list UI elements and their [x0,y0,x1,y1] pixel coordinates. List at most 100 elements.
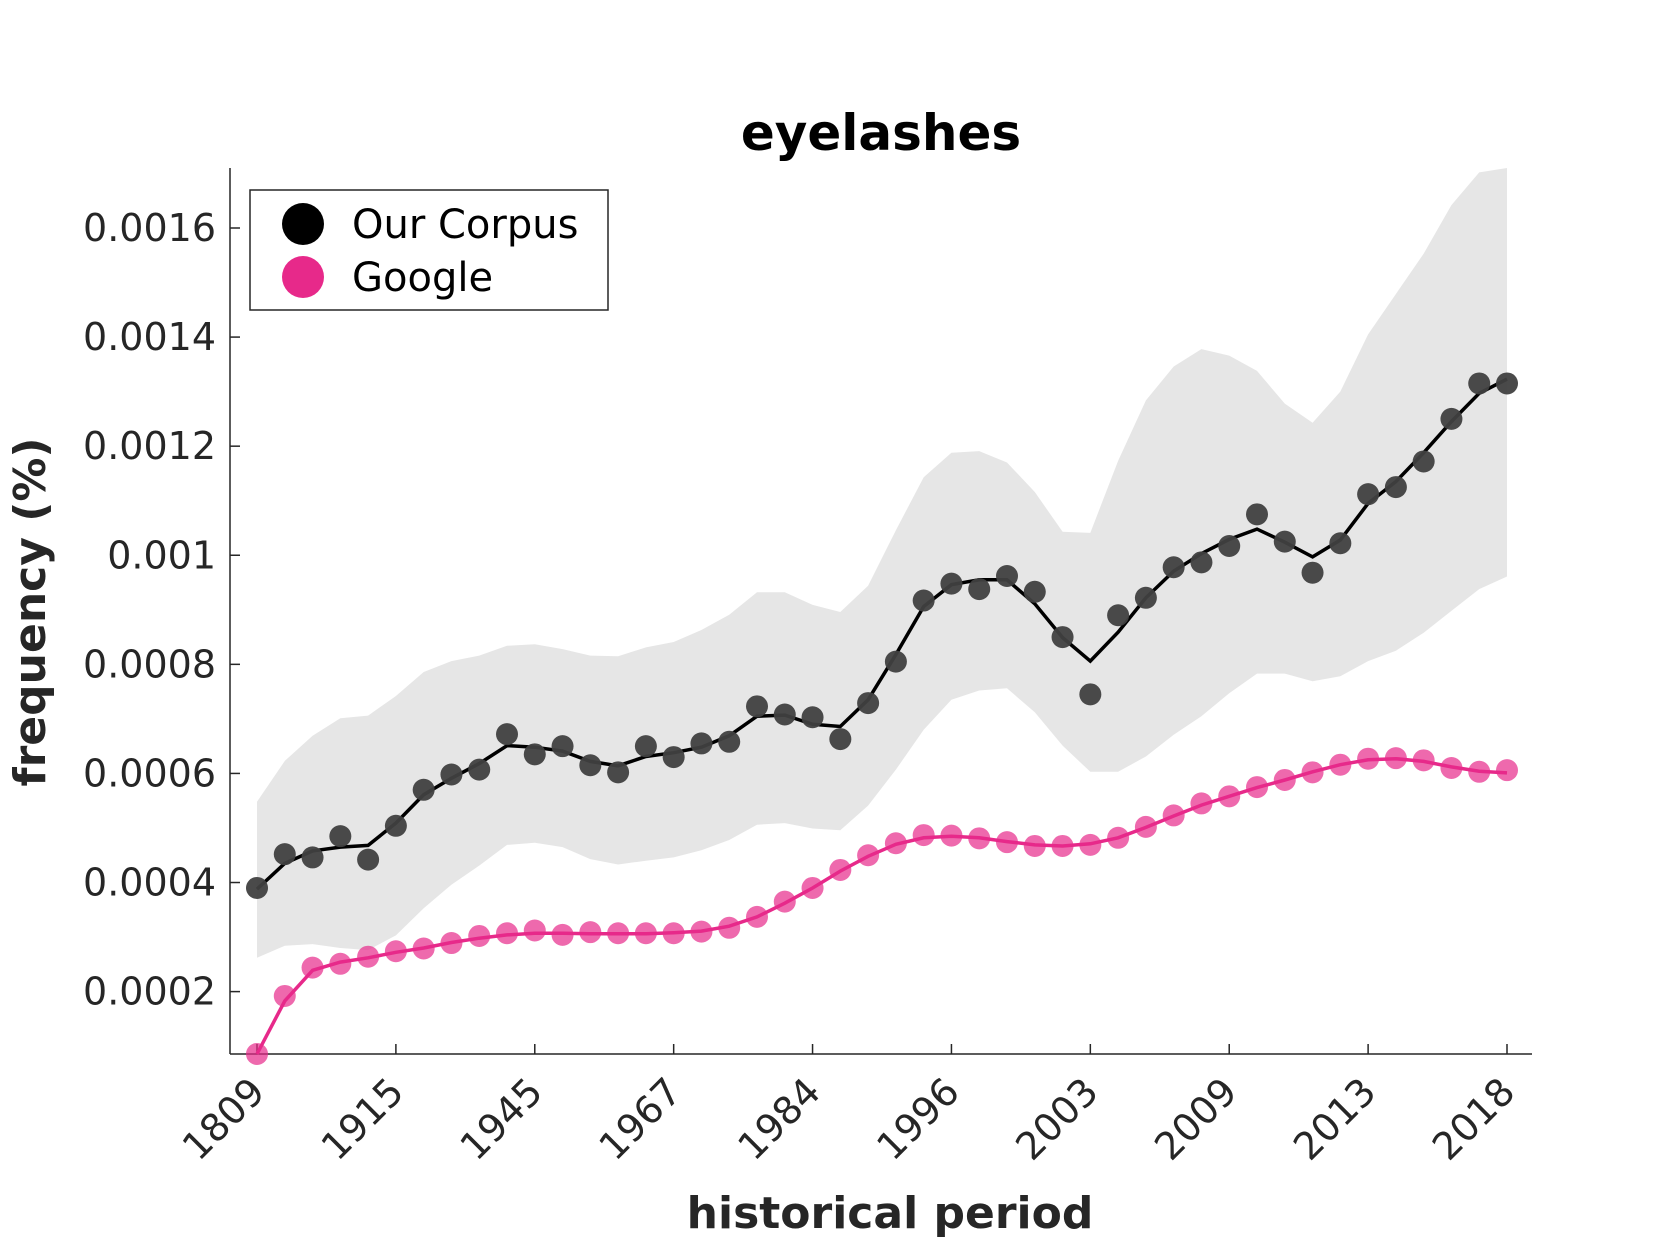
data-point-our-corpus [496,723,518,746]
data-point-google [273,984,296,1007]
data-point-our-corpus [857,692,880,715]
data-point-our-corpus [690,732,713,755]
data-point-google [329,952,352,975]
data-point-google [1051,834,1074,857]
data-point-our-corpus [1162,556,1185,579]
data-point-google [1190,792,1213,815]
data-point-google [551,923,574,946]
data-point-google [357,945,380,968]
data-point-our-corpus [829,728,852,751]
data-point-our-corpus [1468,372,1491,395]
data-point-our-corpus [273,843,296,866]
data-point-our-corpus [468,758,491,781]
data-point-google [1023,834,1046,857]
data-point-google [996,831,1018,854]
data-point-google [690,920,713,943]
data-point-our-corpus [1412,450,1435,473]
y-tick-label: 0.0004 [83,861,216,905]
data-point-our-corpus [1301,561,1324,584]
series-line-google [255,756,1508,1055]
data-point-our-corpus [1134,586,1157,609]
data-point-our-corpus [662,746,685,769]
y-tick-label: 0.0012 [83,424,216,468]
y-tick-label: 0.0016 [83,206,216,250]
data-point-google [412,937,435,960]
data-point-google [1134,815,1157,838]
legend-label-our-corpus: Our Corpus [352,202,578,248]
data-point-our-corpus [1273,530,1296,553]
data-point-our-corpus [551,735,574,758]
data-point-google [1107,826,1130,849]
data-point-our-corpus [912,589,935,612]
data-point-google [523,919,546,942]
data-point-google [912,824,935,847]
corpus-confidence-band [257,168,1507,958]
data-point-our-corpus [968,578,991,601]
data-point-our-corpus [329,825,352,848]
data-point-google [1412,749,1435,772]
data-point-our-corpus [718,730,741,753]
data-point-google [801,876,824,899]
data-point-google [1357,747,1380,770]
data-point-google [1440,756,1463,779]
y-tick-label: 0.001 [107,533,216,577]
axes [229,168,1532,1055]
data-point-our-corpus [801,706,824,729]
data-point-our-corpus [1496,372,1518,395]
data-point-our-corpus [1079,683,1102,706]
data-point-our-corpus [746,695,768,718]
data-point-our-corpus [1384,476,1407,499]
data-point-our-corpus [634,735,657,758]
data-point-google [884,832,907,855]
y-tick-label: 0.0006 [83,751,216,795]
data-point-our-corpus [412,778,435,801]
data-point-our-corpus [1190,551,1213,574]
data-point-our-corpus [1329,532,1352,555]
data-point-our-corpus [607,761,630,784]
data-point-our-corpus [940,572,963,595]
data-point-google [634,922,657,945]
data-point-google [1273,768,1296,791]
data-point-google [440,932,463,955]
data-point-our-corpus [773,703,796,726]
data-point-google [607,922,630,945]
data-point-google [1246,776,1268,799]
x-axis-label: historical period [687,1188,1094,1239]
data-point-our-corpus [996,564,1018,587]
legend-label-google: Google [352,255,493,301]
data-point-our-corpus [1440,407,1463,430]
data-point-google [1218,785,1241,808]
data-point-our-corpus [1051,626,1074,649]
data-point-google [1079,833,1102,856]
data-point-google [384,940,407,963]
legend: Our Corpus Google [249,189,609,311]
data-point-our-corpus [1023,580,1046,603]
data-point-our-corpus [1246,503,1268,526]
data-point-our-corpus [579,754,602,777]
data-point-our-corpus [440,763,463,786]
data-point-our-corpus [884,650,907,673]
data-point-google [301,956,324,979]
data-point-google [1384,747,1407,770]
data-point-google [746,905,768,928]
data-point-our-corpus [301,846,324,869]
data-point-our-corpus [357,848,380,871]
data-point-our-corpus [384,814,407,837]
data-point-our-corpus [1107,604,1130,627]
series-points-our-corpus [246,372,1518,899]
data-point-google [968,827,991,850]
data-point-google [246,1043,268,1065]
series-line-our-corpus [255,377,1508,891]
data-point-google [857,844,880,867]
legend-marker-our-corpus [282,203,324,245]
data-point-google [1301,761,1324,784]
y-ticks: 0.0002 0.0004 0.0006 0.0008 0.001 0.0012 0.001… [83,206,240,1014]
data-point-google [496,922,518,945]
data-point-our-corpus [523,743,546,766]
data-point-google [579,921,602,944]
data-point-google [1162,804,1185,827]
data-point-google [940,824,963,847]
chart-title: eyelashes [741,104,1021,162]
data-point-our-corpus [246,876,268,899]
